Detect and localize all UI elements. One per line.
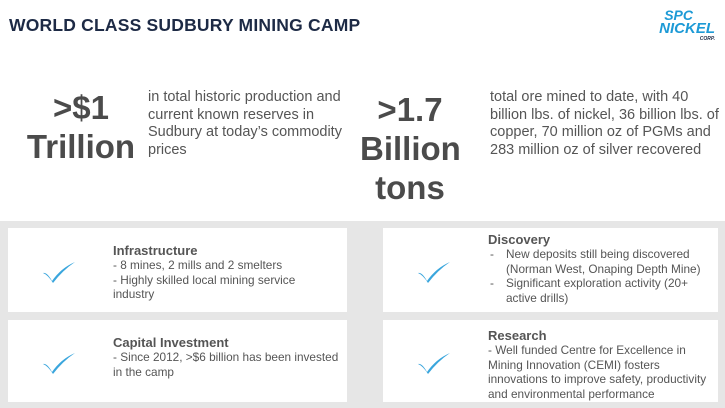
bullet: - (490, 247, 494, 261)
card: Capital Investment - Since 2012, >$6 bill… (8, 320, 347, 402)
card-body: Capital Investment - Since 2012, >$6 bill… (113, 335, 339, 379)
stat-line: Billion (360, 130, 461, 167)
logo-sub: CORP. (699, 36, 715, 42)
item-text: - Well funded Centre for Excellence in M… (488, 343, 707, 401)
stat-line: >$1 (53, 89, 109, 126)
check-icon (43, 262, 75, 283)
check-icon (418, 262, 450, 283)
stat-number: >$1 Trillion (22, 88, 140, 166)
item-text: - Since 2012, >$6 billion has been inves… (113, 350, 339, 379)
stat-line: Trillion (26, 128, 136, 165)
slide-title: WORLD CLASS SUDBURY MINING CAMP (9, 15, 361, 35)
stat-description: total ore mined to date, with 40 billion… (490, 89, 719, 158)
card: Research - Well funded Centre for Excelle… (383, 320, 718, 402)
check-icon (418, 353, 450, 374)
item-text: New deposits still being discovered (Nor… (506, 247, 701, 276)
item-text: - Highly skilled local mining service in… (113, 272, 296, 302)
card-item: - Since 2012, >$6 billion has been inves… (113, 350, 339, 379)
card-item: - 8 mines, 2 mills and 2 smelters (113, 258, 339, 273)
card-body: Research - Well funded Centre for Excelle… (488, 328, 710, 401)
logo-top: SPC (664, 7, 693, 23)
card-heading: Capital Investment (113, 335, 229, 350)
card-item: - New deposits still being discovered (No… (488, 247, 710, 276)
item-text: - 8 mines, 2 mills and 2 smelters (113, 258, 283, 272)
logo: SPC NICKEL CORP. (659, 8, 715, 42)
stat-description: in total historic production and current… (148, 89, 342, 158)
card: Discovery - New deposits still being disco… (383, 228, 718, 312)
card-item: - Significant exploration activity (20+ a… (488, 276, 710, 305)
card-item: - Highly skilled local mining service in… (113, 273, 339, 302)
bullet: - (490, 276, 494, 290)
stat-number: >1.7 Billion tons (360, 90, 461, 207)
logo-bottom: NICKEL (659, 20, 715, 37)
card-heading: Discovery (488, 232, 551, 247)
card-body: Infrastructure - 8 mines, 2 mills and 2 s… (113, 243, 339, 302)
card: Infrastructure - 8 mines, 2 mills and 2 s… (8, 228, 347, 312)
card-item: - Well funded Centre for Excellence in M… (488, 343, 710, 401)
card-heading: Infrastructure (113, 243, 198, 258)
item-text: Significant exploration activity (20+ ac… (506, 276, 688, 305)
card-body: Discovery - New deposits still being disco… (488, 232, 710, 305)
card-heading: Research (488, 328, 547, 343)
check-icon (43, 353, 75, 374)
stat-line: tons (375, 169, 445, 206)
stat-line: >1.7 (377, 91, 443, 128)
